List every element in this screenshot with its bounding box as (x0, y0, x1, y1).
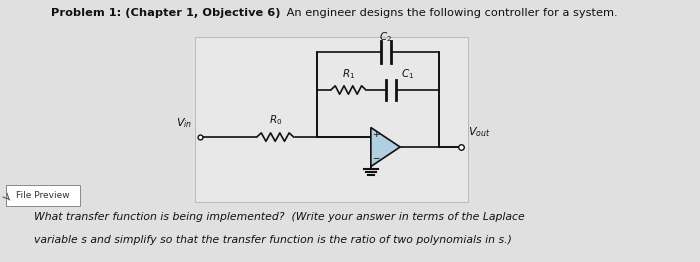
Text: $+$: $+$ (372, 129, 381, 139)
Text: $C_2$: $C_2$ (379, 30, 393, 44)
Text: $V_{in}$: $V_{in}$ (176, 116, 193, 130)
Polygon shape (371, 128, 400, 166)
Text: $R_0$: $R_0$ (269, 113, 282, 127)
Text: variable s and simplify so that the transfer function is the ratio of two polyno: variable s and simplify so that the tran… (34, 235, 512, 245)
Text: File Preview: File Preview (16, 191, 70, 200)
Text: What transfer function is being implemented?  (Write your answer in terms of the: What transfer function is being implemen… (34, 212, 525, 222)
Text: $-$: $-$ (372, 152, 381, 161)
Text: $C_1$: $C_1$ (401, 67, 414, 81)
Text: Problem 1: (Chapter 1, Objective 6): Problem 1: (Chapter 1, Objective 6) (50, 8, 280, 18)
Text: An engineer designs the following controller for a system.: An engineer designs the following contro… (283, 8, 617, 18)
FancyBboxPatch shape (195, 37, 468, 202)
Text: $R_1$: $R_1$ (342, 67, 355, 81)
Text: $V_{out}$: $V_{out}$ (468, 125, 491, 139)
FancyBboxPatch shape (6, 185, 80, 206)
